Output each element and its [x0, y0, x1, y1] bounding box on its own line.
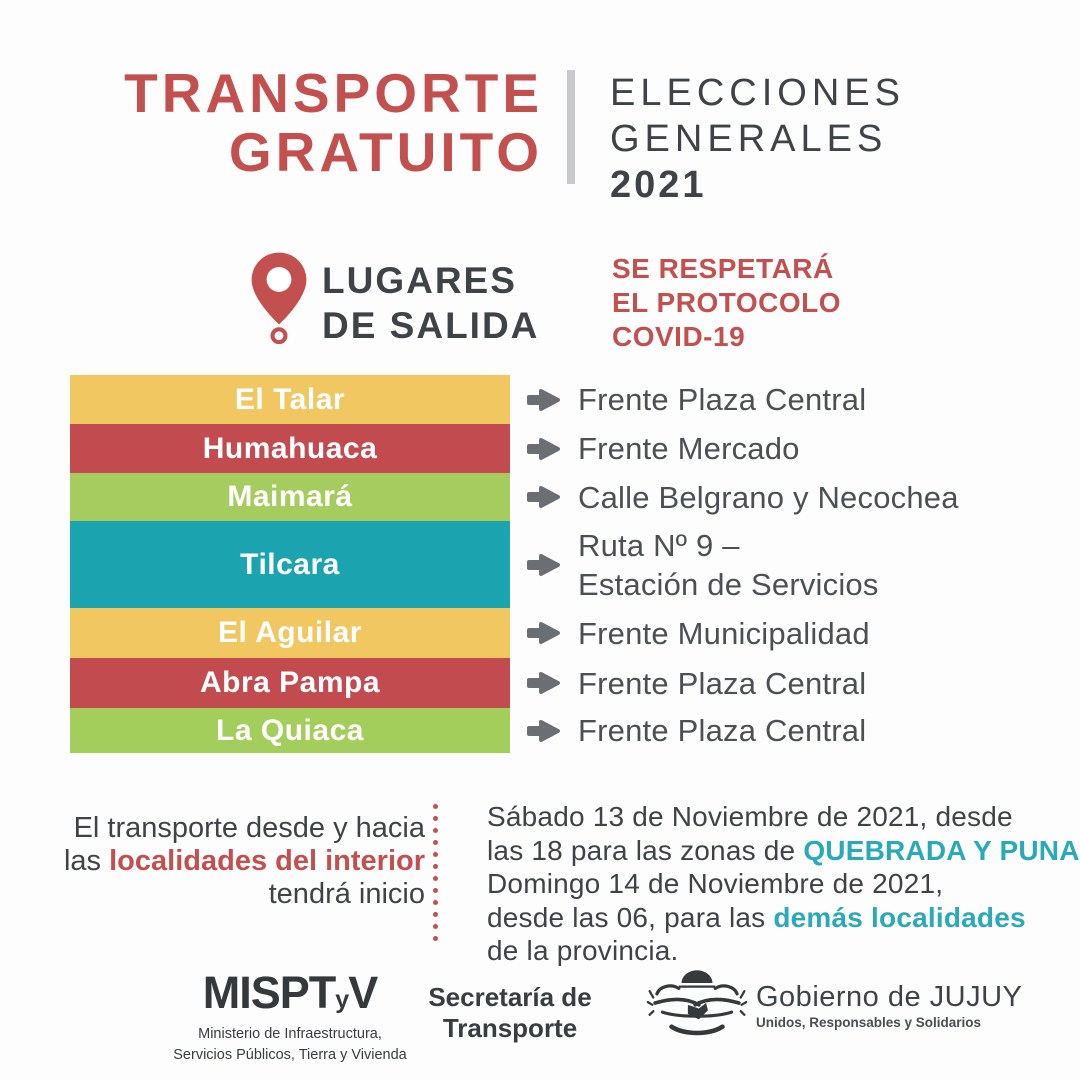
table-row: Humahuaca Frente Mercado	[70, 424, 1060, 473]
arrow-right-icon	[510, 385, 578, 415]
arrow-right-icon	[510, 668, 578, 698]
city-label: Maimará	[227, 480, 353, 513]
table-row: La Quiaca Frente Plaza Central	[70, 708, 1060, 753]
poster-title: TRANSPORTE GRATUITO	[124, 64, 543, 182]
poster-subtitle: ELECCIONES GENERALES 2021	[610, 70, 905, 208]
subtitle-year: 2021	[610, 164, 707, 206]
city-label: Tilcara	[240, 547, 340, 581]
city-bar: Humahuaca	[70, 424, 510, 473]
city-bar: El Aguilar	[70, 608, 510, 658]
destination-label: Calle Belgrano y Necochea	[578, 479, 959, 515]
protocol-line2: EL PROTOCOLO	[612, 287, 841, 318]
location-pin-icon	[248, 250, 310, 345]
dotted-divider	[433, 804, 438, 941]
table-row: Tilcara Ruta Nº 9 – Estación de Servicio…	[70, 521, 1060, 608]
destination-label: Frente Plaza Central	[578, 665, 867, 701]
table-row: El Aguilar Frente Municipalidad	[70, 608, 1060, 658]
city-bar: Abra Pampa	[70, 658, 510, 708]
protocol-line1: SE RESPETARÁ	[612, 253, 834, 284]
gobierno-jujuy-emblem-icon	[646, 958, 748, 1053]
header-divider	[567, 70, 575, 184]
destination-label: Ruta Nº 9 – Estación de Servicios	[578, 527, 879, 602]
misptyv-logo: MISPTyV Ministerio de Infraestructura, S…	[168, 970, 412, 1064]
city-label: Humahuaca	[202, 431, 378, 465]
city-label: La Quiaca	[216, 713, 364, 747]
destination-label: Frente Municipalidad	[578, 615, 870, 651]
protocol-line3: COVID-19	[612, 321, 746, 352]
schedule-details-text: Sábado 13 de Noviembre de 2021, desde la…	[487, 800, 1080, 968]
gobierno-jujuy-logo: Gobierno de JUJUY Unidos, Responsables y…	[646, 958, 1022, 1053]
subtitle-line2: GENERALES	[610, 118, 888, 160]
section-heading-line2: DE SALIDA	[322, 305, 540, 346]
city-label: El Talar	[234, 382, 346, 416]
arrow-right-icon	[510, 434, 578, 464]
schedule-intro-text: El transporte desde y hacia las localida…	[63, 812, 425, 910]
section-heading: LUGARES DE SALIDA	[322, 258, 539, 348]
destination-label: Frente Mercado	[578, 431, 800, 466]
city-bar: El Talar	[70, 375, 510, 424]
interior-highlight: localidades del interior	[109, 845, 425, 877]
quebrada-puna-highlight: QUEBRADA Y PUNA.	[803, 834, 1080, 866]
section-heading-line1: LUGARES	[322, 260, 517, 301]
destination-label: Frente Plaza Central	[578, 713, 867, 748]
arrow-right-icon	[510, 482, 578, 512]
arrow-right-icon	[510, 716, 578, 746]
covid-protocol-note: SE RESPETARÁ EL PROTOCOLO COVID-19	[612, 252, 841, 354]
departures-table: El Talar Frente Plaza Central Humahuaca …	[70, 375, 1060, 753]
arrow-right-icon	[510, 550, 578, 580]
destination-label: Frente Plaza Central	[578, 382, 867, 417]
demas-localidades-highlight: demás localidades	[773, 901, 1026, 933]
city-bar: Maimará	[70, 473, 510, 521]
table-row: Maimará Calle Belgrano y Necochea	[70, 473, 1060, 521]
table-row: El Talar Frente Plaza Central	[70, 375, 1060, 424]
misptyv-wordmark: MISPTyV	[202, 967, 378, 1018]
city-label: El Aguilar	[218, 616, 362, 649]
subtitle-line1: ELECCIONES	[610, 72, 905, 114]
city-label: Abra Pampa	[199, 666, 381, 699]
title-line1: TRANSPORTE	[124, 62, 543, 124]
city-bar: La Quiaca	[70, 708, 510, 753]
table-row: Abra Pampa Frente Plaza Central	[70, 658, 1060, 708]
secretaria-transporte-logo: Secretaría de Transporte	[428, 982, 592, 1043]
city-bar: Tilcara	[70, 521, 510, 608]
title-line2: GRATUITO	[228, 121, 543, 183]
arrow-right-icon	[510, 618, 578, 648]
